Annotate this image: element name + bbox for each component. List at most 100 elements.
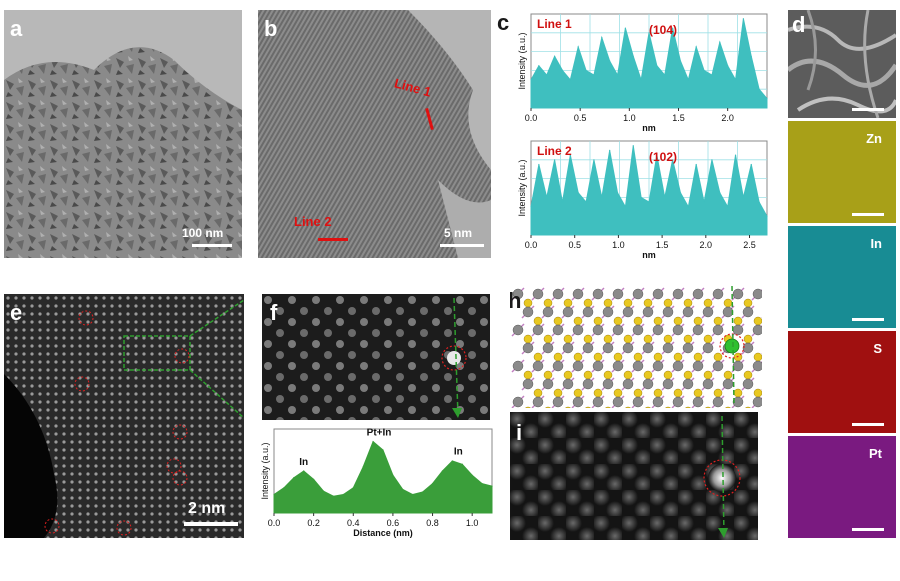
data-point xyxy=(703,69,705,71)
chart-title: Line 2 xyxy=(537,144,572,158)
x-tick-label: 0.0 xyxy=(525,113,538,123)
zn-atom xyxy=(663,370,673,380)
eds-map-pt: Pt xyxy=(788,436,896,538)
panel-label-d: d xyxy=(792,12,806,37)
chart-annotation: (102) xyxy=(649,150,677,164)
zn-atom xyxy=(584,406,592,408)
line-scan xyxy=(731,285,735,405)
in-atom xyxy=(612,396,624,408)
zn-atom xyxy=(633,352,643,362)
data-point xyxy=(471,474,473,476)
zn-atom xyxy=(563,334,573,344)
in-atom xyxy=(572,396,584,408)
in-atom xyxy=(742,342,754,354)
line-2-marker xyxy=(318,238,348,241)
zn-atom xyxy=(683,334,693,344)
hrtem-texture xyxy=(258,10,491,258)
data-point xyxy=(648,32,650,34)
in-atom xyxy=(622,306,634,318)
zn-atom xyxy=(713,352,723,362)
in-atom xyxy=(592,360,604,372)
x-tick-label: 0.5 xyxy=(574,113,587,123)
in-atom xyxy=(732,360,744,372)
in-atom xyxy=(572,360,584,372)
data-point xyxy=(679,192,682,194)
scale-bar xyxy=(192,244,232,247)
panel-a-tem-image: a 100 nm xyxy=(4,10,242,258)
in-atom xyxy=(512,324,524,336)
zn-atom xyxy=(733,388,743,398)
zn-atom xyxy=(573,352,583,362)
data-point xyxy=(640,79,642,81)
zn-atom xyxy=(704,406,712,408)
in-atom xyxy=(652,288,664,300)
data-point xyxy=(750,55,752,57)
zn-atom xyxy=(543,370,553,380)
zn-atom xyxy=(703,370,713,380)
in-atom xyxy=(512,396,524,408)
in-atom xyxy=(552,288,564,300)
scale-bar xyxy=(852,528,884,531)
in-atom xyxy=(682,306,694,318)
in-atom xyxy=(652,396,664,408)
in-atom xyxy=(662,306,674,318)
eds-label-s: S xyxy=(873,341,882,356)
in-atom xyxy=(552,360,564,372)
x-tick-label: 2.5 xyxy=(743,240,756,250)
in-atom xyxy=(752,288,762,300)
zn-atom xyxy=(553,388,563,398)
zn-atom xyxy=(643,334,653,344)
x-tick-label: 1.5 xyxy=(672,113,685,123)
in-atom xyxy=(732,324,744,336)
data-point xyxy=(711,159,713,161)
x-tick-label: 0.0 xyxy=(268,518,281,528)
data-point xyxy=(632,145,634,147)
panel-label-b: b xyxy=(264,16,278,41)
zn-atom xyxy=(724,406,732,408)
panel-label-a: a xyxy=(10,16,23,41)
in-atom xyxy=(692,360,704,372)
x-axis-label: Distance (nm) xyxy=(353,528,413,538)
zn-atom xyxy=(573,388,583,398)
zn-atom xyxy=(593,352,603,362)
in-atom xyxy=(532,288,544,300)
data-point xyxy=(750,163,752,166)
data-point xyxy=(491,485,493,487)
scale-bar xyxy=(440,244,484,247)
zn-atom xyxy=(523,370,533,380)
in-atom xyxy=(592,288,604,300)
zn-atom xyxy=(743,370,753,380)
in-atom xyxy=(542,342,554,354)
x-tick-label: 0.2 xyxy=(307,518,320,528)
in-atom xyxy=(612,360,624,372)
data-point xyxy=(719,192,721,194)
in-atom xyxy=(592,396,604,408)
in-atom xyxy=(702,342,714,354)
data-point xyxy=(734,79,737,81)
x-axis-label: nm xyxy=(642,250,656,260)
y-axis-label: Intensity (a.u.) xyxy=(517,32,527,89)
peak-label: In xyxy=(299,457,308,468)
zn-atom xyxy=(523,298,533,308)
data-point xyxy=(727,206,729,208)
data-point xyxy=(616,74,619,76)
peak-label: In xyxy=(454,447,463,458)
data-point xyxy=(561,69,564,71)
panel-label-h: h xyxy=(510,288,522,313)
panel-e-haadf-image: e 2 nm xyxy=(4,294,244,538)
panel-label-e: e xyxy=(10,300,23,325)
zn-atom xyxy=(723,298,733,308)
in-atom xyxy=(692,324,704,336)
zn-atom xyxy=(544,406,552,408)
zn-atom xyxy=(683,298,693,308)
in-atom xyxy=(512,288,524,300)
data-point xyxy=(461,463,463,465)
data-point xyxy=(766,98,768,100)
in-atom xyxy=(542,306,554,318)
zn-atom xyxy=(653,316,663,326)
in-atom xyxy=(562,378,574,390)
in-atom xyxy=(582,306,594,318)
data-point xyxy=(585,201,587,203)
data-point xyxy=(569,79,571,81)
in-atom xyxy=(722,378,734,390)
